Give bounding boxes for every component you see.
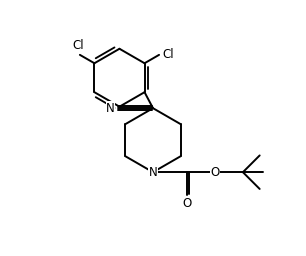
Text: Cl: Cl [162, 48, 174, 61]
Text: N: N [106, 102, 115, 115]
Text: O: O [210, 166, 219, 179]
Text: N: N [149, 166, 157, 179]
Text: O: O [182, 197, 191, 210]
Text: Cl: Cl [73, 39, 84, 52]
